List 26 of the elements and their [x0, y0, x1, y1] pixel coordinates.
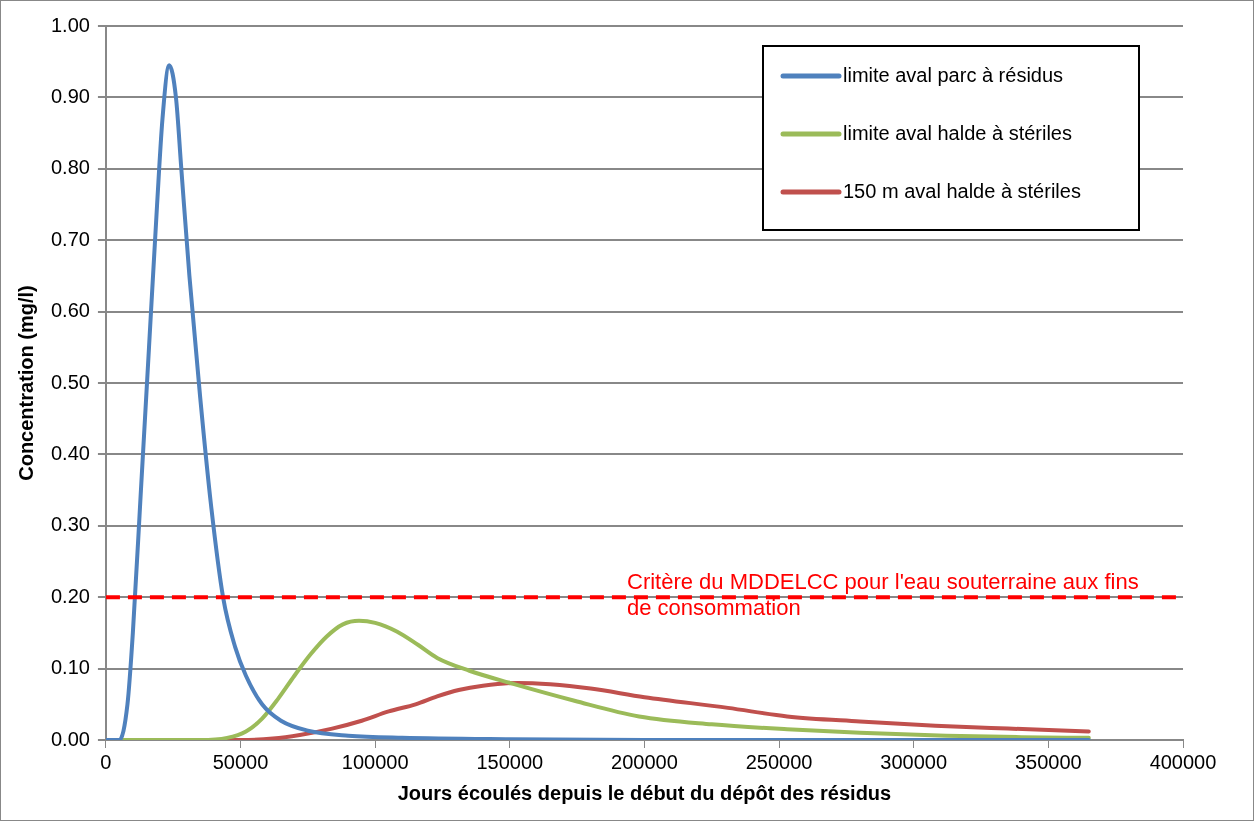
- y-tick-label: 0.40: [50, 441, 90, 464]
- y-tick-label: 0.90: [50, 84, 90, 107]
- x-tick-label: 0: [100, 750, 112, 773]
- x-tick-label: 150000: [476, 750, 544, 773]
- x-tick-label: 300000: [880, 750, 948, 773]
- legend-label: limite aval parc à résidus: [843, 63, 1064, 86]
- y-tick-label: 1.00: [50, 13, 90, 36]
- ref-line-label: Critère du MDDELCC pour l'eau souterraine aux fins de consommation: [627, 569, 1139, 621]
- y-tick-label: 0.50: [50, 370, 90, 393]
- y-tick-label: 0.70: [50, 227, 90, 250]
- x-tick-label: 50000: [212, 750, 269, 773]
- x-tick-label: 350000: [1014, 750, 1082, 773]
- y-axis-title: Concentration (mg/l): [14, 285, 37, 481]
- y-tick-label: 0.10: [50, 656, 90, 679]
- x-tick-label: 200000: [611, 750, 678, 773]
- x-tick-label: 100000: [341, 750, 409, 773]
- x-tick-label: 400000: [1149, 750, 1217, 773]
- y-tick-label: 0.80: [50, 156, 90, 179]
- y-tick-label: 0.30: [50, 513, 90, 536]
- legend-label: limite aval halde à stériles: [843, 121, 1072, 144]
- y-tick-label: 0.60: [50, 299, 90, 322]
- x-tick-label: 250000: [745, 750, 813, 773]
- x-axis-title: Jours écoulés depuis le début du dépôt des résidus: [397, 781, 892, 804]
- legend-label: 150 m aval halde à stériles: [843, 179, 1081, 202]
- y-tick-label: 0.20: [50, 584, 90, 607]
- y-tick-label: 0.00: [50, 727, 90, 750]
